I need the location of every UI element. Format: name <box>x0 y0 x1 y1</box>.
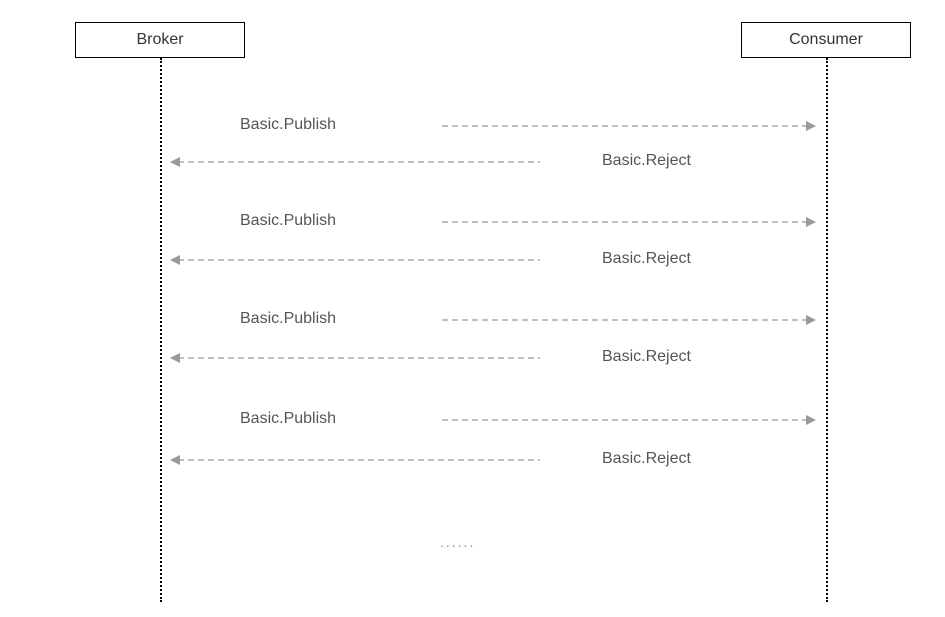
participant-broker-label: Broker <box>136 31 183 49</box>
arrow-left-icon <box>170 156 540 168</box>
arrow-left-icon <box>170 454 540 466</box>
message-label: Basic.Reject <box>602 348 691 366</box>
message-label: Basic.Reject <box>602 152 691 170</box>
lifeline-broker <box>160 58 162 602</box>
arrow-right-icon <box>442 216 816 228</box>
message-label: Basic.Reject <box>602 250 691 268</box>
sequence-diagram: Broker Consumer Basic.Publish Basic.Rejec… <box>0 0 945 617</box>
participant-broker: Broker <box>75 22 245 58</box>
participant-consumer: Consumer <box>741 22 911 58</box>
ellipsis-text: ...... <box>440 534 475 550</box>
lifeline-consumer <box>826 58 828 602</box>
message-label: Basic.Publish <box>240 212 336 230</box>
message-label: Basic.Reject <box>602 450 691 468</box>
arrow-left-icon <box>170 352 540 364</box>
participant-consumer-label: Consumer <box>789 31 863 49</box>
message-label: Basic.Publish <box>240 310 336 328</box>
message-label: Basic.Publish <box>240 116 336 134</box>
arrow-right-icon <box>442 314 816 326</box>
arrow-left-icon <box>170 254 540 266</box>
arrow-right-icon <box>442 414 816 426</box>
message-label: Basic.Publish <box>240 410 336 428</box>
arrow-right-icon <box>442 120 816 132</box>
